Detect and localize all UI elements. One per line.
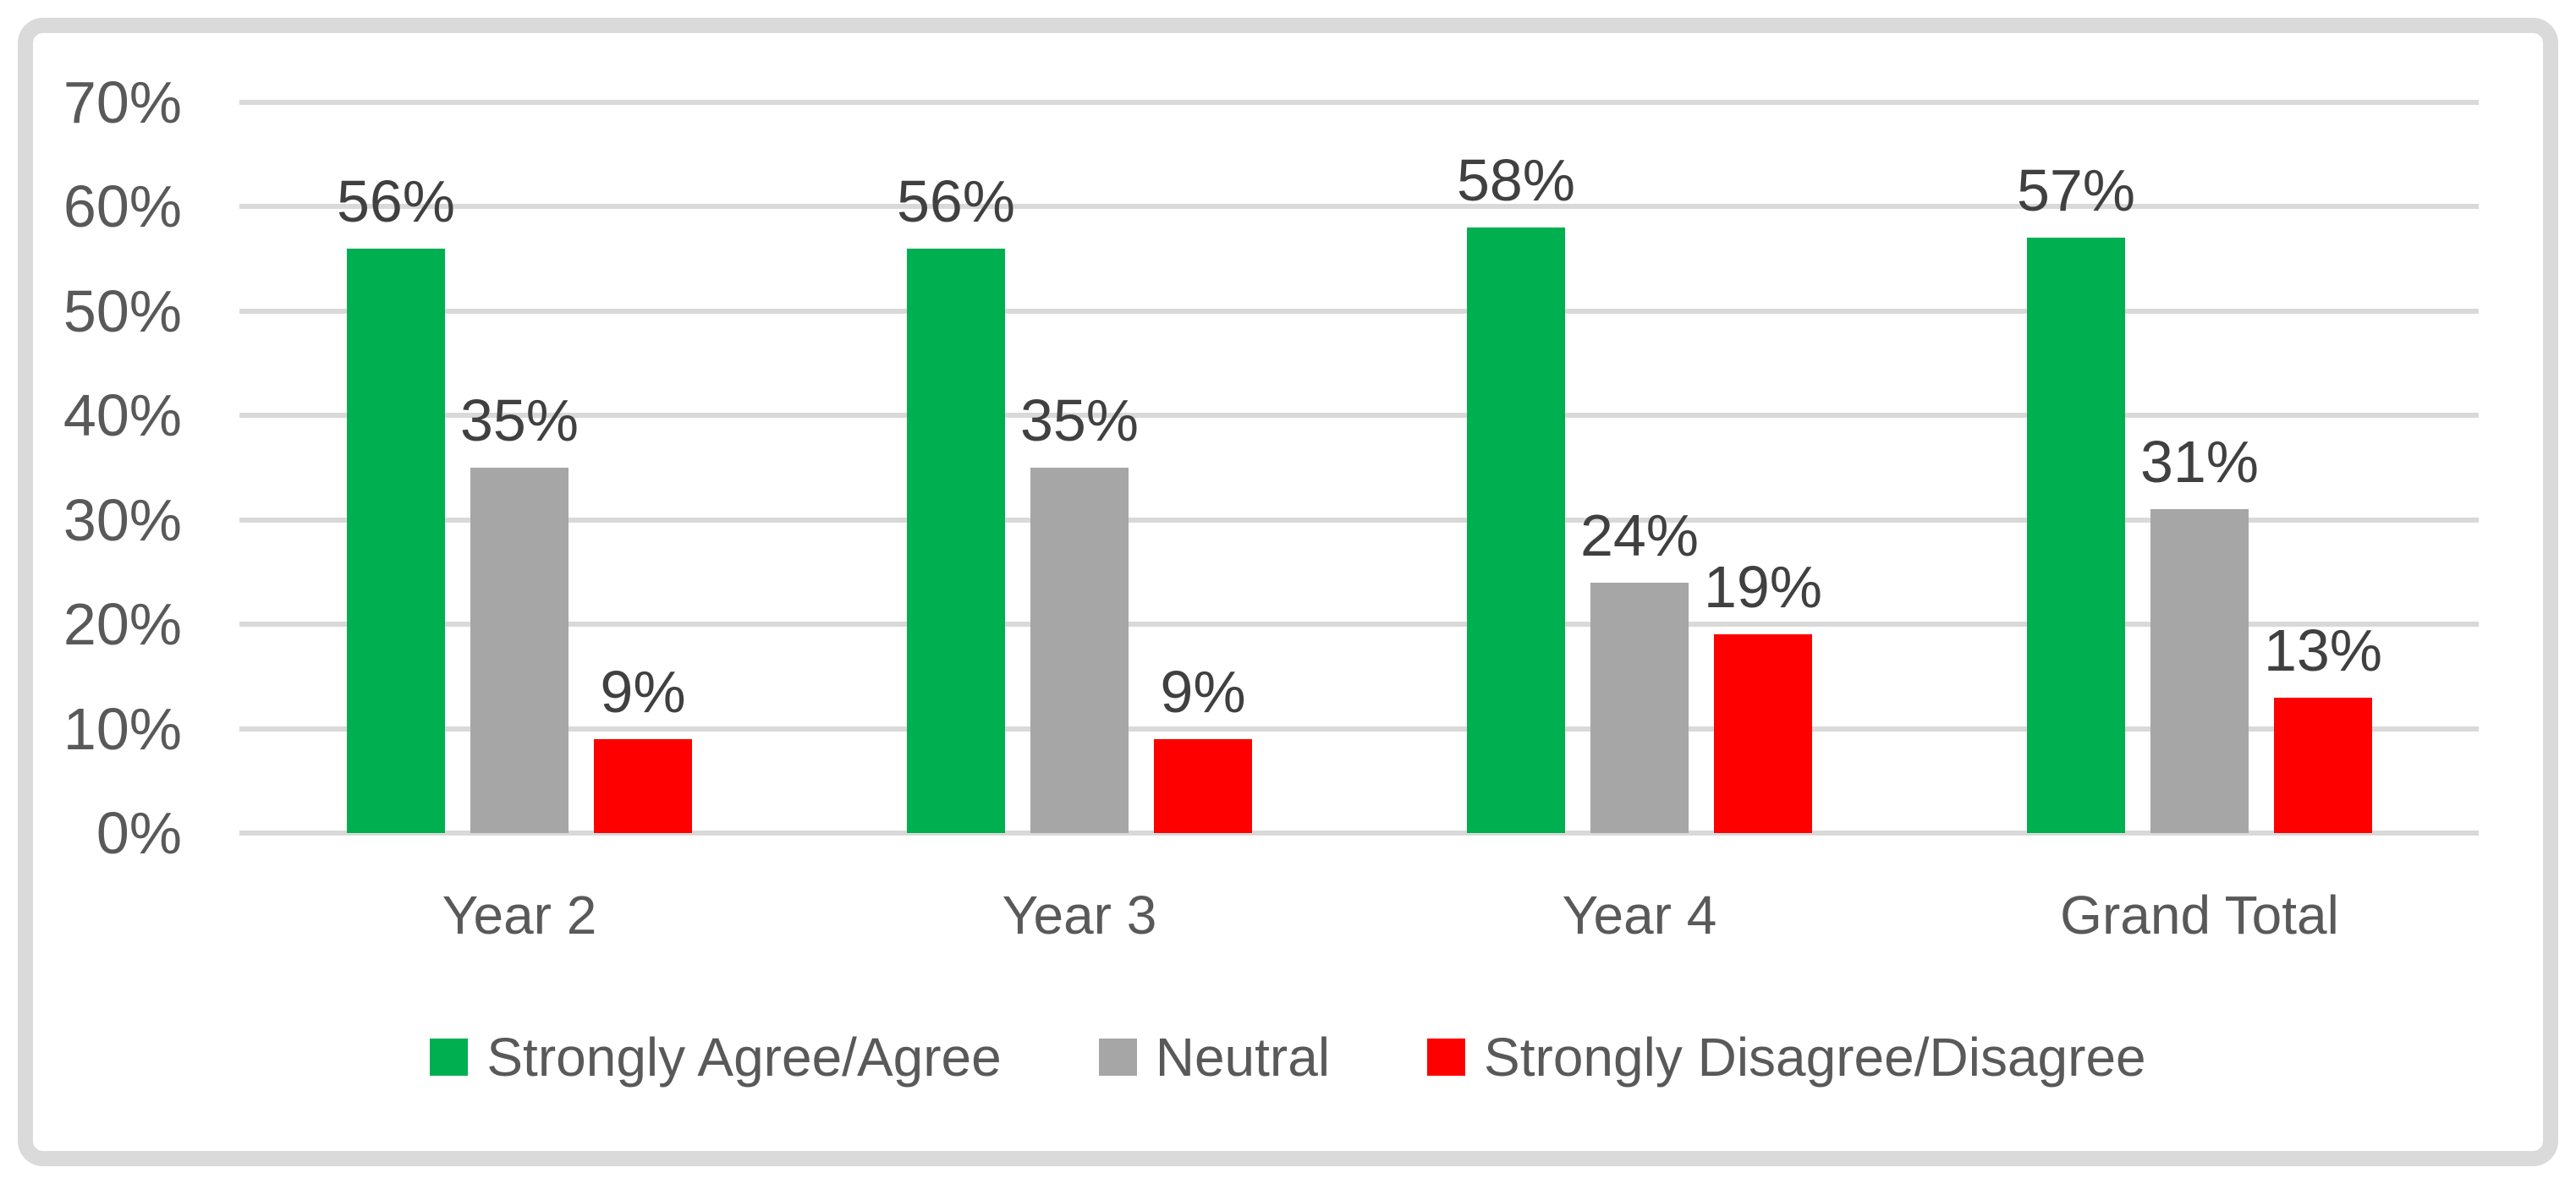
- legend-swatch-neutral: [1098, 1039, 1137, 1076]
- y-axis-tick-label-20pct: 20%: [63, 591, 182, 658]
- legend-swatch-strongly-disagree-disagree: [1427, 1039, 1466, 1076]
- data-label-year-3-strongly-disagree-disagree: 9%: [1160, 658, 1246, 725]
- legend-label-neutral: Neutral: [1155, 1027, 1331, 1088]
- data-label-grand-total-neutral: 31%: [2139, 429, 2260, 496]
- y-axis-tick-label-40pct: 40%: [63, 382, 182, 449]
- bar-year-3-strongly-disagree-disagree: [1154, 738, 1252, 833]
- x-axis-label-year-4: Year 4: [1562, 885, 1717, 946]
- data-label-year-2-strongly-agree-agree: 56%: [336, 167, 456, 234]
- gridline-50pct: [239, 308, 2479, 314]
- gridline-60pct: [239, 204, 2479, 210]
- gridline-10pct: [239, 726, 2479, 732]
- bar-year-3-neutral: [1030, 468, 1129, 833]
- y-axis-tick-label-30pct: 30%: [63, 486, 182, 553]
- data-label-year-2-strongly-disagree-disagree: 9%: [600, 658, 686, 725]
- y-axis-tick-label-0pct: 0%: [96, 800, 182, 866]
- x-axis-label-grand-total: Grand Total: [2060, 885, 2339, 946]
- gridline-70pct: [239, 100, 2479, 105]
- x-axis-label-year-3: Year 3: [1002, 885, 1157, 946]
- bar-year-4-neutral: [1590, 582, 1689, 833]
- data-label-year-3-strongly-agree-agree: 56%: [896, 167, 1016, 234]
- bar-year-2-strongly-agree-agree: [347, 248, 445, 833]
- data-label-year-4-strongly-disagree-disagree: 19%: [1703, 554, 1823, 621]
- x-axis-label-year-2: Year 2: [442, 885, 597, 946]
- bar-year-2-strongly-disagree-disagree: [594, 738, 692, 833]
- bar-grand-total-neutral: [2150, 509, 2249, 833]
- data-label-year-4-neutral: 24%: [1579, 502, 1700, 568]
- data-label-year-4-strongly-agree-agree: 58%: [1456, 147, 1576, 214]
- y-axis-tick-label-70pct: 70%: [63, 69, 182, 135]
- gridline-0pct: [239, 830, 2479, 836]
- legend-label-strongly-agree-agree: Strongly Agree/Agree: [486, 1027, 1002, 1088]
- bar-grand-total-strongly-disagree-disagree: [2274, 697, 2372, 833]
- legend-swatch-strongly-agree-agree: [430, 1039, 469, 1076]
- bar-year-2-neutral: [470, 468, 568, 833]
- data-label-grand-total-strongly-agree-agree: 57%: [2016, 157, 2136, 224]
- y-axis-tick-label-10pct: 10%: [63, 695, 182, 762]
- gridline-30pct: [239, 517, 2479, 523]
- data-label-year-3-neutral: 35%: [1019, 387, 1140, 453]
- bar-year-4-strongly-disagree-disagree: [1714, 634, 1812, 833]
- data-label-grand-total-strongly-disagree-disagree: 13%: [2263, 617, 2383, 683]
- gridline-20pct: [239, 622, 2479, 628]
- legend-item-strongly-agree-agree: Strongly Agree/Agree: [430, 1025, 1002, 1089]
- gridline-40pct: [239, 413, 2479, 419]
- legend: Strongly Agree/Agree Neutral Strongly Disa…: [0, 1025, 2576, 1089]
- legend-item-neutral: Neutral: [1098, 1025, 1331, 1089]
- bar-year-3-strongly-agree-agree: [907, 248, 1005, 833]
- y-axis-tick-label-60pct: 60%: [63, 173, 182, 240]
- data-label-year-2-neutral: 35%: [459, 387, 579, 453]
- bar-grand-total-strongly-agree-agree: [2027, 238, 2125, 833]
- legend-item-strongly-disagree-disagree: Strongly Disagree/Disagree: [1427, 1025, 2146, 1089]
- y-axis-tick-label-50pct: 50%: [63, 277, 182, 344]
- legend-label-strongly-disagree-disagree: Strongly Disagree/Disagree: [1484, 1027, 2146, 1088]
- bar-year-4-strongly-agree-agree: [1467, 227, 1565, 833]
